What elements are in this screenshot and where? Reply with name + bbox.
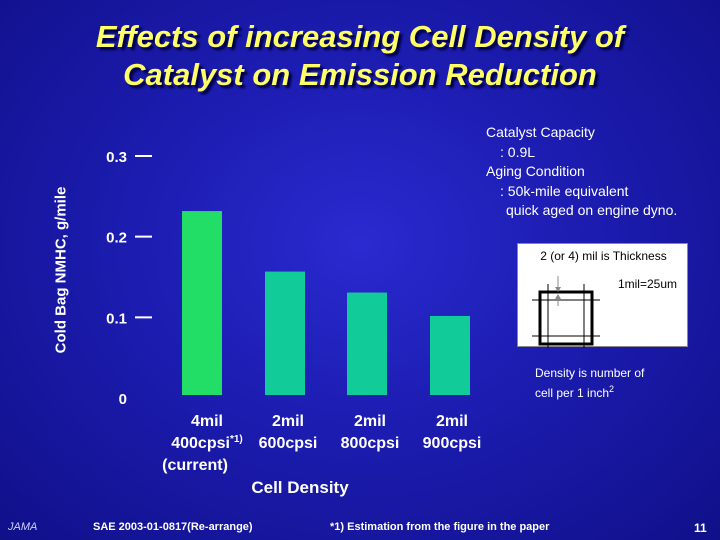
y-tick-label-3: 0.3 [106, 149, 127, 166]
density-line-2: cell per 1 inch2 [535, 381, 644, 401]
category-density-0: 400cpsi*1) [171, 434, 243, 452]
bar-3 [430, 315, 470, 395]
thickness-diagram: 2 (or 4) mil is Thickness 1mil=25um [517, 243, 688, 348]
capacity-label: Catalyst Capacity [486, 124, 595, 140]
bar-2 [347, 292, 387, 395]
bar-0 [182, 211, 222, 395]
aging-detail: quick aged on engine dyno. [506, 202, 678, 218]
thickness-unit: 1mil=25um [617, 277, 677, 291]
category-note-0: (current) [162, 457, 228, 474]
density-sup: 2 [609, 384, 615, 394]
estimation-note: *1) Estimation from the figure in the pa… [330, 521, 550, 533]
category-density-1: 600cpsi [259, 435, 318, 452]
y-tick-label-0: 0 [119, 391, 127, 408]
y-tick-label-2: 0.2 [106, 230, 127, 247]
catalyst-note: Catalyst Capacity : 0.9L Aging Condition… [466, 123, 706, 221]
title-line-1: Effects of increasing Cell Density of [95, 19, 625, 54]
density-line-1: Density is number of [535, 366, 645, 380]
capacity-value: : 0.9L [500, 143, 536, 160]
thickness-text: 2 (or 4) mil is Thickness [540, 249, 667, 263]
title-line-2: Catalyst on Emission Reduction [123, 57, 597, 92]
category-density-3: 900cpsi [423, 435, 482, 452]
y-tick-label-1: 0.1 [106, 310, 127, 327]
aging-label: Aging Condition [486, 163, 585, 179]
cell-wall-icon [532, 276, 600, 348]
aging-value: : 50k-mile equivalent [500, 182, 629, 199]
slide-title: Effects of increasing Cell Density of Ca… [0, 18, 720, 94]
category-thickness-2: 2mil [354, 413, 386, 430]
jama-logo: JAMA [8, 521, 38, 533]
category-thickness-1: 2mil [272, 413, 304, 430]
density-note: Density is number of cell per 1 inch2 [535, 365, 644, 401]
category-thickness-3: 2mil [436, 413, 468, 430]
category-thickness-0: 4mil [191, 413, 223, 430]
category-density-2: 800cpsi [341, 435, 400, 452]
bar-1 [265, 271, 305, 395]
source-citation: SAE 2003-01-0817(Re-arrange) [93, 521, 253, 533]
page-number: 11 [694, 521, 707, 535]
x-axis-label: Cell Density [251, 478, 349, 497]
density-line-2-text: cell per 1 inch [535, 386, 610, 400]
